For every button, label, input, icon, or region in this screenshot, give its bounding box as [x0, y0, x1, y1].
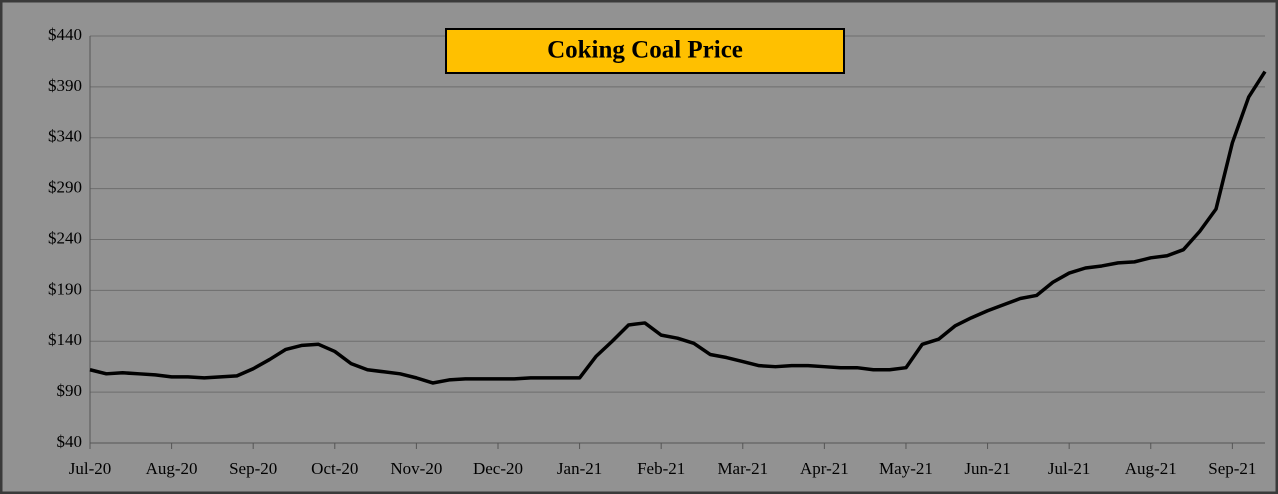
- x-tick-label: Jul-21: [1048, 459, 1091, 478]
- x-tick-label: Mar-21: [717, 459, 768, 478]
- y-tick-label: $140: [48, 330, 82, 349]
- y-tick-label: $290: [48, 178, 82, 197]
- x-tick-label: May-21: [879, 459, 933, 478]
- y-tick-label: $440: [48, 25, 82, 44]
- x-tick-label: Sep-20: [229, 459, 277, 478]
- chart-background: [1, 1, 1277, 493]
- x-tick-label: Jul-20: [69, 459, 112, 478]
- x-tick-label: Jun-21: [964, 459, 1010, 478]
- x-tick-label: Aug-20: [146, 459, 198, 478]
- chart-title: Coking Coal Price: [547, 37, 743, 64]
- x-tick-label: Sep-21: [1208, 459, 1256, 478]
- y-tick-label: $340: [48, 127, 82, 146]
- x-tick-label: Jan-21: [557, 459, 602, 478]
- x-tick-label: Apr-21: [800, 459, 849, 478]
- x-tick-label: Aug-21: [1125, 459, 1177, 478]
- chart: Coking Coal Price $40 $90 $140 $190 $240 $290…: [0, 0, 1278, 494]
- x-tick-label: Nov-20: [390, 459, 442, 478]
- x-tick-label: Dec-20: [473, 459, 523, 478]
- y-tick-label: $90: [57, 381, 83, 400]
- y-tick-label: $240: [48, 228, 82, 247]
- x-tick-label: Feb-21: [637, 459, 685, 478]
- y-tick-label: $390: [48, 76, 82, 95]
- x-tick-label: Oct-20: [311, 459, 358, 478]
- y-tick-label: $40: [57, 432, 83, 451]
- y-tick-label: $190: [48, 279, 82, 298]
